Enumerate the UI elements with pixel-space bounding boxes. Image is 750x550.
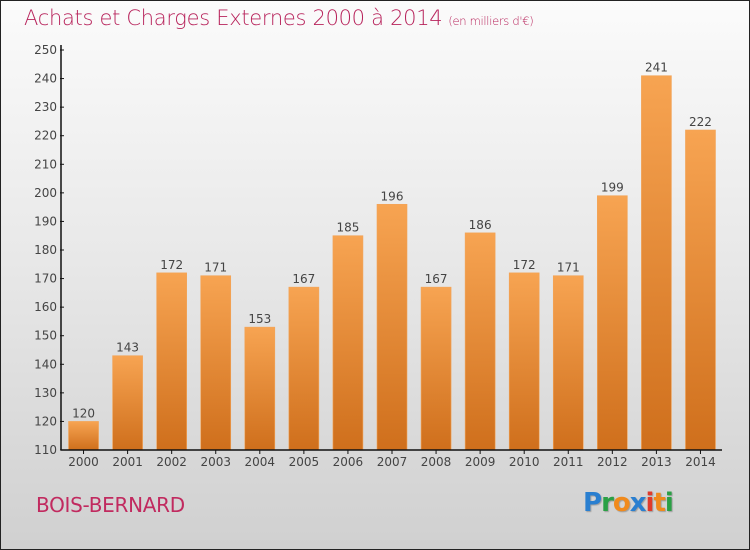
value-label: 171 [557, 261, 580, 275]
logo-letter: i [645, 488, 655, 518]
bar-2008 [420, 286, 452, 451]
logo-letter: P [583, 488, 602, 518]
y-tick-label: 220 [34, 129, 57, 143]
commune-name: BOIS-BERNARD [36, 493, 185, 517]
x-tick-label: 2011 [553, 455, 584, 469]
x-tick-label: 2004 [245, 455, 276, 469]
y-tick-label: 160 [34, 300, 57, 314]
bar-2012 [597, 195, 628, 451]
y-tick-label: 230 [34, 100, 57, 114]
value-label: 186 [469, 218, 492, 232]
y-tick-label: 240 [34, 72, 57, 86]
bar-2009 [464, 232, 496, 451]
bar-2001 [112, 355, 143, 451]
bar-2005 [288, 286, 320, 451]
bar-2007 [376, 203, 408, 451]
y-tick-label: 200 [34, 186, 57, 200]
x-tick-label: 2012 [597, 455, 628, 469]
x-tick-label: 2001 [112, 455, 143, 469]
y-tick-label: 190 [34, 214, 57, 228]
y-tick-label: 250 [34, 43, 57, 57]
x-axis: 2000 2001 2002 2003 2004 2005 2006 2007 2008 2009… [61, 449, 722, 469]
bar-2010 [508, 272, 540, 451]
chart-unit-label: (en milliers d'€) [448, 14, 534, 28]
bar-2004 [244, 326, 276, 451]
bar-2002 [156, 272, 187, 451]
bars-group: 120 143 172 171 153 167 185 196 167 186 172 171 199 2… [68, 61, 716, 451]
y-tick-label: 140 [34, 357, 57, 371]
x-tick-label: 2006 [333, 455, 364, 469]
x-tick-label: 2007 [377, 455, 408, 469]
value-label: 185 [336, 221, 359, 235]
y-tick-label: 170 [34, 272, 57, 286]
y-tick-label: 120 [34, 414, 57, 428]
value-label: 120 [72, 406, 95, 420]
value-label: 199 [601, 181, 624, 195]
y-tick-label: 130 [34, 386, 57, 400]
y-tick-label: 210 [34, 157, 57, 171]
value-label: 172 [160, 258, 183, 272]
bar-2013 [641, 75, 672, 451]
x-tick-label: 2009 [465, 455, 496, 469]
bar-2011 [552, 275, 584, 451]
x-tick-label: 2014 [685, 455, 716, 469]
value-label: 196 [381, 189, 404, 203]
x-tick-label: 2000 [68, 455, 99, 469]
logo-letter: i [664, 488, 674, 518]
chart-title-text: Achats et Charges Externes 2000 à 2014 [24, 6, 443, 30]
logo-letter: t [653, 488, 665, 518]
value-label: 143 [116, 341, 139, 355]
bar-2014 [685, 129, 716, 451]
value-label: 167 [292, 272, 315, 286]
value-label: 241 [645, 61, 668, 75]
proxiti-logo: Proxiti [583, 488, 674, 518]
y-tick-label: 110 [34, 443, 57, 457]
bar-2006 [332, 235, 364, 451]
y-tick-label: 180 [34, 243, 57, 257]
logo-letter: x [629, 488, 647, 518]
y-tick-label: 150 [34, 329, 57, 343]
x-tick-label: 2002 [156, 455, 187, 469]
x-tick-label: 2003 [200, 455, 231, 469]
bar-2000 [68, 421, 99, 451]
logo-letter: r [601, 488, 614, 518]
value-label: 153 [248, 312, 271, 326]
y-axis: 110 120 130 140 150 160 170 180 190 200 210 220 230 2… [34, 43, 64, 457]
value-label: 171 [204, 261, 227, 275]
x-tick-label: 2005 [289, 455, 320, 469]
chart-title: Achats et Charges Externes 2000 à 2014 (e… [24, 6, 534, 30]
x-tick-label: 2010 [509, 455, 540, 469]
value-label: 172 [513, 258, 536, 272]
value-label: 222 [689, 115, 712, 129]
value-label: 167 [425, 272, 448, 286]
x-tick-label: 2013 [641, 455, 672, 469]
bar-2003 [200, 275, 232, 451]
x-tick-label: 2008 [421, 455, 452, 469]
logo-letter: o [612, 488, 631, 518]
